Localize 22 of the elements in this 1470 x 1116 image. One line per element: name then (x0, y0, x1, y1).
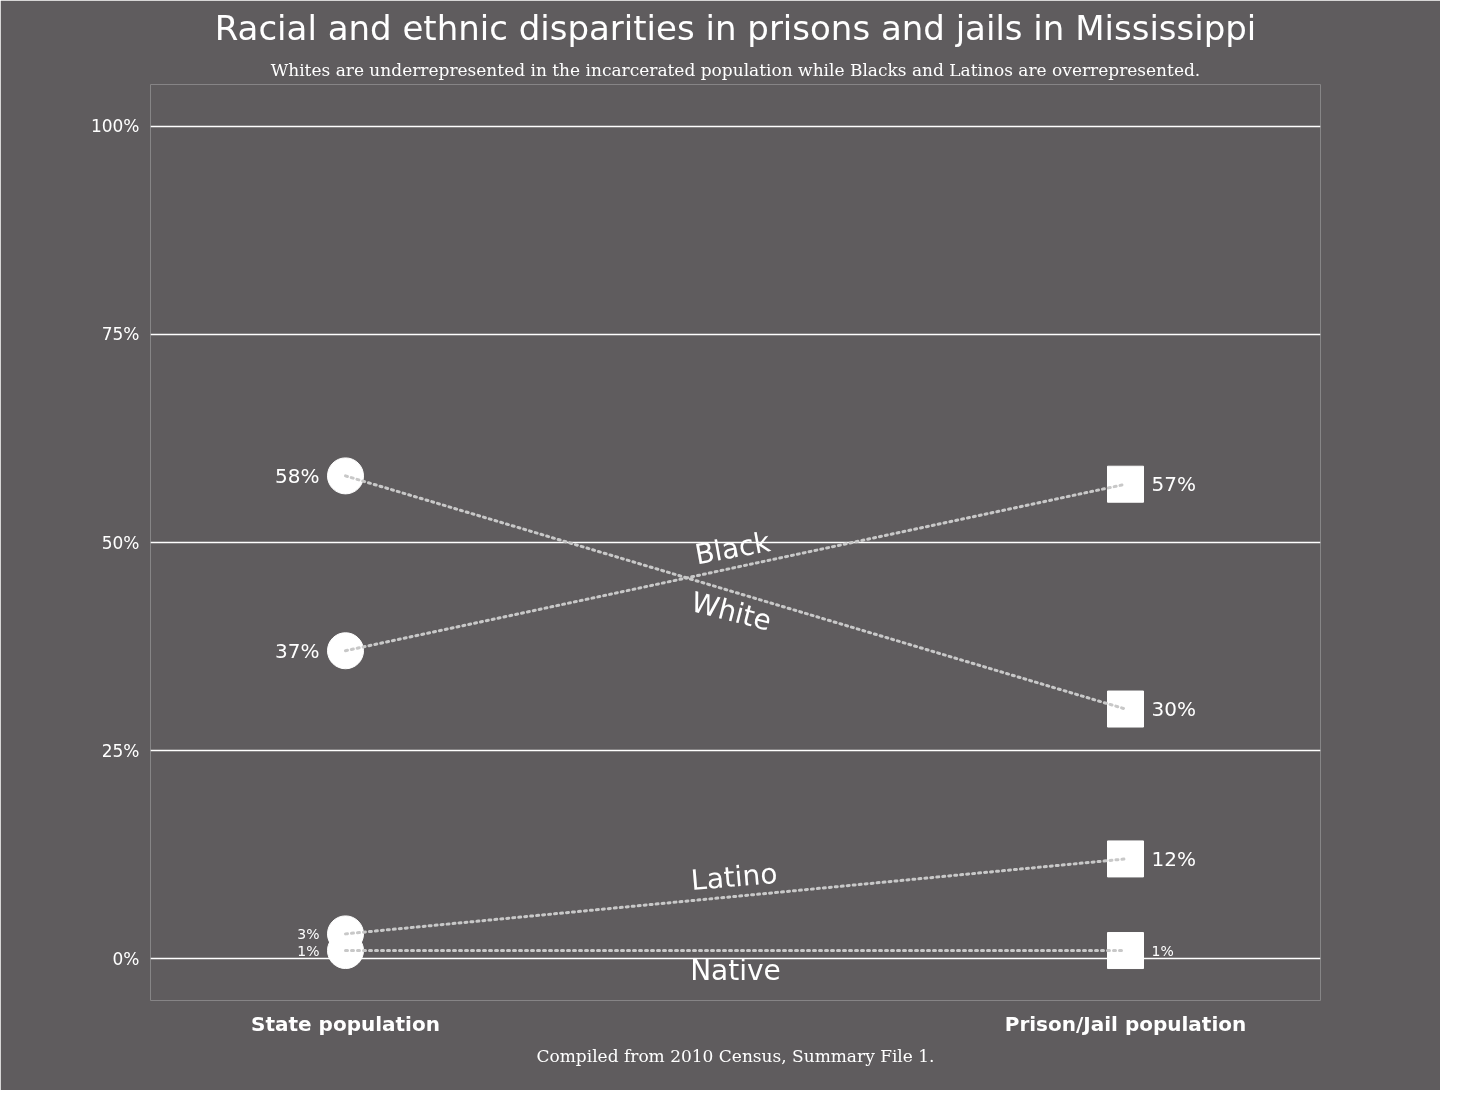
data-label: 37% (275, 638, 320, 663)
data-label: 58% (275, 463, 320, 488)
chart-title: Racial and ethnic disparities in prisons and jails in Mississippi (214, 7, 1257, 48)
data-label: 3% (297, 925, 320, 942)
x-tick-label: State population (251, 1011, 440, 1036)
y-tick-label: 50% (101, 532, 140, 553)
text: Black (692, 525, 774, 572)
series-label: Latino (689, 856, 779, 897)
series-label: Native (690, 953, 781, 987)
text: White (687, 585, 775, 638)
chart-subtitle: Whites are underrepresented in the incarcerated population while Blacks and Latinos are overrepresented. (270, 59, 1201, 80)
data-label: 1% (297, 942, 320, 959)
y-tick-label: 75% (101, 324, 140, 345)
y-tick-label: 0% (112, 948, 140, 969)
data-label: 1% (1151, 942, 1174, 959)
text: Compiled from 2010 Census, Summary File 1. (536, 1045, 935, 1066)
data-label: 12% (1151, 846, 1196, 871)
y-tick-label: 25% (101, 740, 140, 761)
x-tick-label: Prison/Jail population (1004, 1011, 1247, 1036)
y-tick-label: 100% (90, 116, 140, 137)
data-label: 30% (1151, 697, 1196, 722)
data-label: 57% (1151, 472, 1196, 497)
